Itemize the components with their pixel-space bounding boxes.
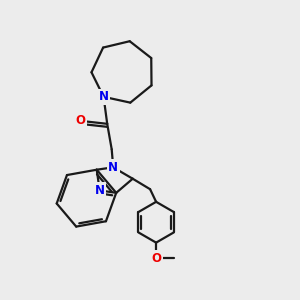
Text: O: O [75, 114, 85, 127]
Text: N: N [99, 90, 109, 103]
Text: N: N [95, 184, 105, 197]
Text: N: N [108, 161, 118, 174]
Text: O: O [151, 252, 161, 265]
